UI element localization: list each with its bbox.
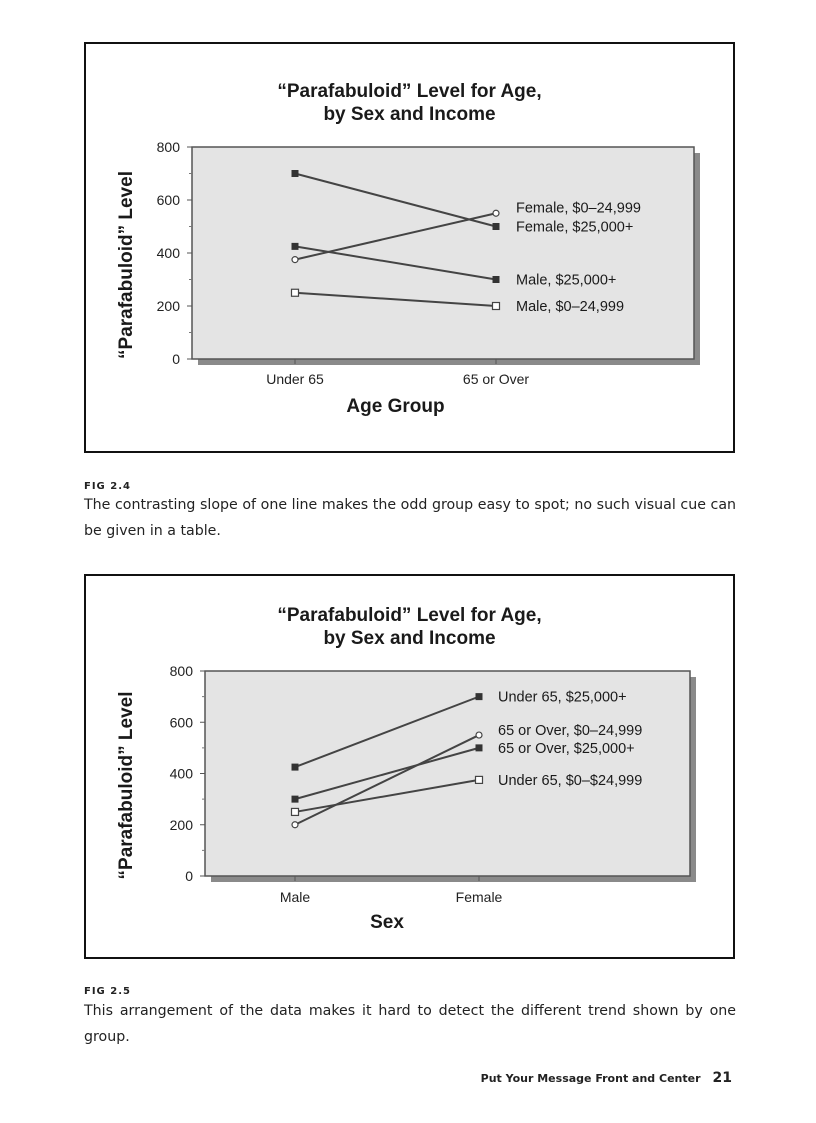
data-point-open-circle [475,731,483,739]
series-line [294,695,480,769]
series-label: 65 or Over, $0–24,999 [498,723,642,739]
chart-title-line2: by Sex and Income [323,104,496,125]
data-point-open-square [290,807,300,817]
series-label: Female, $25,000+ [516,220,633,236]
series-label: Male, $25,000+ [516,273,616,289]
chart-fig-2-5: 0 200 400 600 800 Male Female Sex “Parafabuloid”… [84,574,735,959]
chart-title-line1: “Parafabuloid” Level for Age, [277,605,542,626]
y-axis-title: “Parafabuloid” Level [116,692,137,880]
y-tick-label: 800 [157,139,181,155]
series-line [294,172,497,228]
x-axis-title: Sex [370,912,404,933]
y-tick-label: 800 [170,663,194,679]
series-line [294,778,480,813]
series-label: Under 65, $0–$24,999 [498,773,642,789]
y-tick-label: 400 [157,245,181,261]
y-tick-label: 400 [170,766,194,782]
x-tick-label: Under 65 [266,371,324,387]
data-point-open-circle [291,821,299,829]
data-point-filled-square [291,170,299,177]
data-point-filled-square [475,744,483,752]
plot-area [204,670,691,877]
figure-caption: This arrangement of the data makes it ha… [84,1003,736,1045]
data-point-filled-square [291,795,299,803]
x-tick-label: Female [456,889,503,905]
data-point-filled-square [492,223,500,230]
chart-svg: 0 200 400 600 800 Under 65 65 or Over Age Group… [116,139,700,417]
series-label: Female, $0–24,999 [516,200,641,216]
page-footer: Put Your Message Front and Center 21 [481,1070,732,1086]
y-tick-label: 600 [157,192,181,208]
series-line [294,746,480,801]
page-number: 21 [712,1070,732,1086]
series-label: Male, $0–24,999 [516,299,624,315]
data-point-open-square [491,301,501,311]
chart-title-line2: by Sex and Income [323,628,496,649]
series-label: 65 or Over, $25,000+ [498,741,635,757]
x-tick-label: 65 or Over [463,371,529,387]
plot-area [191,146,695,360]
data-point-open-circle [492,209,500,217]
y-tick-label: 0 [172,351,180,367]
figure-label: FIG 2.5 [84,986,131,997]
data-point-filled-square [475,693,483,701]
data-point-filled-square [291,242,299,250]
chart-svg: 0 200 400 600 800 Male Female Sex “Parafabuloid”… [116,663,696,933]
chart-fig-2-4: 0 200 400 600 800 Under 65 65 or Over Age Group… [84,42,735,453]
series-line [294,245,497,281]
figure-label: FIG 2.4 [84,481,131,492]
data-point-filled-square [291,763,299,771]
y-tick-label: 0 [185,868,193,884]
y-tick-label: 200 [170,817,194,833]
data-point-open-square [290,288,300,297]
y-tick-label: 200 [157,298,181,314]
y-axis-title: “Parafabuloid” Level [116,171,137,359]
data-point-filled-square [492,276,500,283]
x-axis-title: Age Group [346,396,444,417]
chart-title-line1: “Parafabuloid” Level for Age, [277,81,542,102]
data-point-open-square [474,775,484,785]
y-tick-label: 600 [170,714,194,730]
x-tick-label: Male [280,889,311,905]
figure-caption: The contrasting slope of one line makes … [84,497,736,539]
running-head: Put Your Message Front and Center [480,1072,701,1085]
series-line [294,291,497,307]
series-line [294,734,480,826]
series-label: Under 65, $25,000+ [498,690,627,706]
data-point-open-circle [291,256,299,264]
